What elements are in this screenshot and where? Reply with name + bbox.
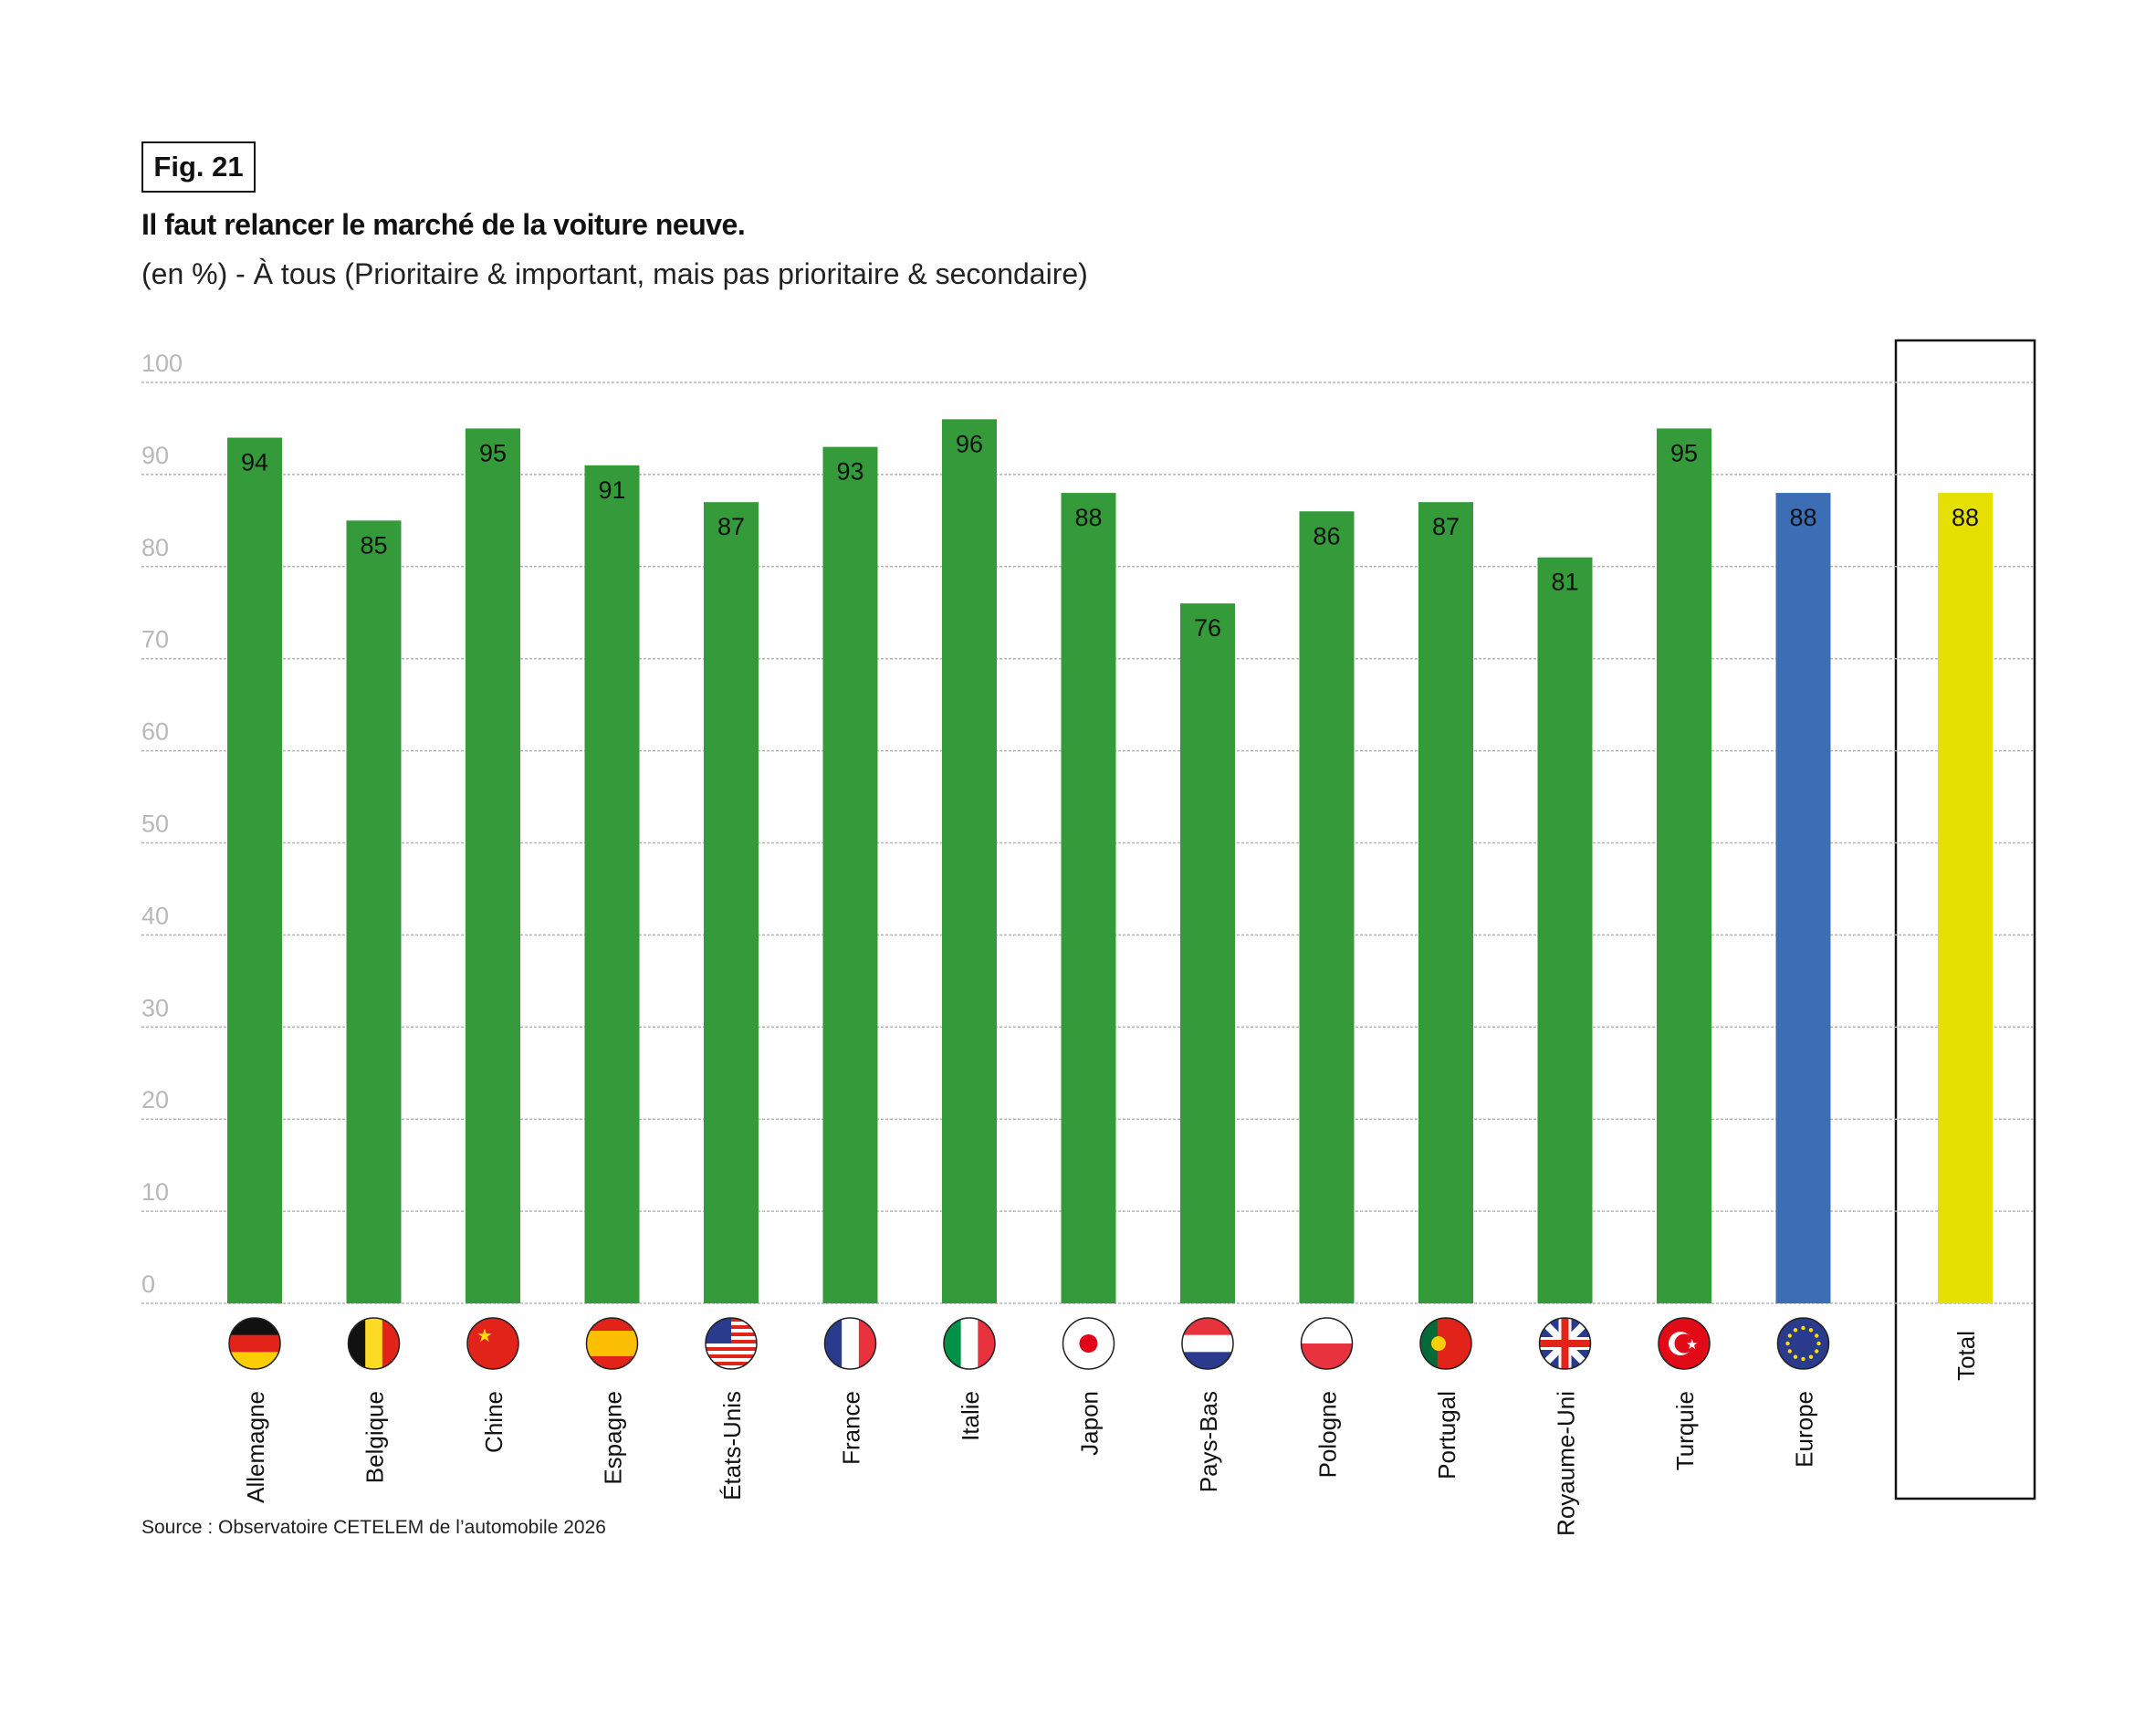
svg-text:★: ★: [476, 1326, 493, 1346]
svg-text:★: ★: [1686, 1337, 1698, 1353]
bar-Portugal: [1418, 502, 1473, 1303]
flag-outline: [585, 1317, 639, 1370]
category-label: Allemagne: [242, 1391, 269, 1503]
bar-Espagne: [584, 465, 640, 1303]
source-note: Source : Observatoire CETELEM de l’autom…: [141, 1517, 606, 1538]
flag-outline: [1776, 1317, 1830, 1370]
bar-Total: [1938, 493, 1993, 1303]
flag-tr-icon: ★: [1659, 1318, 1710, 1369]
bar-Pologne: [1299, 511, 1355, 1303]
bar-États-Unis: [704, 502, 759, 1303]
y-tick-label: 80: [141, 534, 169, 561]
category-label: Chine: [480, 1391, 508, 1453]
data-label: 93: [836, 458, 863, 486]
y-tick-label: 50: [141, 810, 169, 838]
category-label: Total: [1952, 1331, 1980, 1381]
data-label: 96: [956, 430, 983, 457]
y-tick-label: 100: [141, 350, 183, 377]
y-tick-label: 40: [141, 902, 169, 929]
flag-outline: [1300, 1317, 1354, 1370]
bar-Italie: [942, 419, 997, 1303]
bar-Belgique: [346, 520, 402, 1303]
data-label: 76: [1194, 614, 1221, 642]
flag-outline: [943, 1317, 996, 1370]
data-label: 81: [1551, 569, 1578, 596]
data-label: 95: [1670, 439, 1698, 466]
category-label: Belgique: [361, 1391, 389, 1483]
flag-jp-icon: [1062, 1318, 1115, 1369]
category-label: Turquie: [1671, 1391, 1699, 1470]
flag-nl-icon: [1182, 1318, 1233, 1369]
category-label: Pologne: [1314, 1391, 1342, 1478]
y-tick-label: 10: [141, 1178, 169, 1206]
flag-outline: [1538, 1317, 1592, 1370]
bar-Pays-Bas: [1180, 603, 1235, 1303]
bar-Europe: [1775, 493, 1831, 1303]
category-label: Espagne: [600, 1391, 627, 1485]
chart-title: Il faut relancer le marché de la voiture…: [141, 208, 746, 241]
data-label: 95: [479, 439, 507, 466]
flag-es-icon: [586, 1318, 638, 1369]
flag-outline: [823, 1317, 877, 1370]
flag-outline: [705, 1317, 758, 1370]
bar-Royaume-Uni: [1537, 557, 1593, 1303]
y-tick-label: 60: [141, 718, 169, 746]
flag-eu-icon: [1777, 1318, 1829, 1369]
category-label: États-Unis: [718, 1391, 746, 1500]
category-label: Italie: [957, 1391, 984, 1441]
flag-pt-icon: [1420, 1318, 1471, 1369]
y-tick-label: 0: [141, 1270, 155, 1298]
flag-de-icon: [229, 1318, 280, 1369]
figure-label: Fig. 21: [141, 141, 256, 193]
category-label: Europe: [1791, 1391, 1818, 1468]
flag-be-icon: [348, 1318, 400, 1369]
data-label: 88: [1952, 504, 1979, 531]
category-label: Portugal: [1433, 1391, 1460, 1479]
flag-it-icon: [944, 1318, 995, 1369]
flag-outline: [466, 1317, 519, 1370]
flag-outline: [228, 1317, 281, 1370]
flag-outline: [347, 1317, 401, 1370]
category-label: Royaume-Uni: [1553, 1391, 1580, 1536]
category-label: France: [838, 1391, 865, 1465]
y-tick-label: 30: [141, 994, 169, 1021]
y-tick-label: 20: [141, 1086, 169, 1113]
data-label: 88: [1074, 504, 1102, 531]
flag-cn-icon: ★: [467, 1318, 518, 1369]
flag-outline: [1181, 1317, 1234, 1370]
data-label: 87: [1432, 513, 1460, 540]
category-label: Japon: [1076, 1391, 1104, 1456]
y-tick-label: 90: [141, 442, 169, 469]
data-label: 91: [598, 476, 625, 504]
total-frame: [1894, 339, 2036, 1500]
data-label: 87: [717, 513, 745, 540]
chart-subtitle: (en %) - À tous (Prioritaire & important…: [141, 257, 1088, 290]
data-label: 94: [241, 449, 268, 476]
data-label: 88: [1789, 504, 1816, 531]
bar-Allemagne: [227, 437, 282, 1303]
flag-gb-icon: [1539, 1318, 1591, 1369]
bar-Chine: [466, 428, 520, 1303]
flag-outline: [1419, 1317, 1472, 1370]
y-tick-label: 70: [141, 626, 169, 653]
data-label: 85: [360, 531, 387, 559]
bar-Turquie: [1657, 428, 1711, 1303]
data-label: 86: [1313, 522, 1340, 549]
flag-outline: [1658, 1317, 1711, 1370]
bar-Japon: [1061, 493, 1116, 1303]
flag-outline: [1062, 1317, 1115, 1370]
bar-France: [822, 446, 878, 1303]
flag-fr-icon: [824, 1318, 876, 1369]
category-label: Pays-Bas: [1195, 1391, 1222, 1492]
